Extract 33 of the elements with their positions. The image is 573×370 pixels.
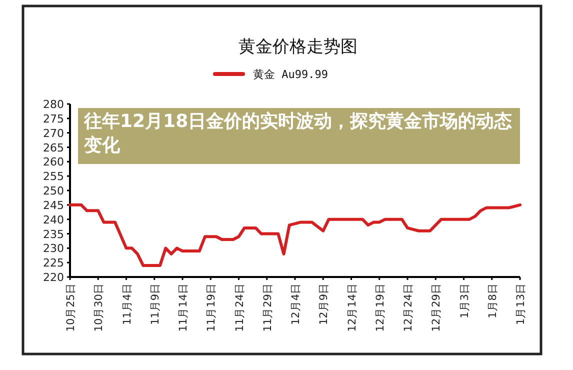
x-tick-label: 1月8日	[486, 283, 499, 318]
x-tick-label: 11月9日	[149, 283, 162, 326]
x-tick-label: 1月13日	[515, 283, 527, 326]
y-tick-label: 280	[43, 98, 64, 111]
x-tick-label: 11月4日	[121, 283, 134, 326]
y-tick-label: 230	[43, 242, 64, 256]
x-tick-label: 1月3日	[458, 283, 471, 318]
y-tick-label: 225	[43, 256, 64, 270]
x-tick-label: 11月29日	[262, 283, 274, 332]
y-tick-label: 265	[43, 141, 64, 154]
y-tick-label: 240	[43, 213, 64, 226]
line-series	[68, 203, 522, 267]
y-tick-label: 275	[43, 112, 64, 126]
x-tick-label: 12月29日	[430, 283, 443, 332]
y-tick-label: 260	[43, 156, 64, 169]
y-tick-label: 235	[43, 228, 64, 241]
y-tick-label: 255	[43, 170, 64, 184]
x-tick-label: 10月30日	[93, 283, 106, 332]
y-tick-label: 250	[43, 184, 64, 198]
x-tick-label: 11月19日	[206, 283, 218, 332]
y-tick-label: 245	[43, 198, 64, 212]
x-tick-label: 11月14日	[178, 283, 190, 332]
x-tick-label: 10月25日	[65, 283, 77, 332]
x-tick-label: 12月9日	[318, 283, 330, 326]
x-tick-label: 12月24日	[402, 283, 414, 332]
x-tick-label: 12月14日	[346, 283, 358, 332]
y-tick-label: 220	[43, 271, 64, 284]
x-tick-label: 12月4日	[290, 283, 302, 326]
chart-title: 黄金价格走势图	[238, 37, 358, 57]
legend-label: 黄金 Au99.99	[253, 68, 328, 81]
x-tick-label: 12月19日	[374, 283, 386, 332]
x-tick-label: 11月24日	[234, 283, 246, 332]
y-tick-label: 270	[43, 126, 64, 140]
